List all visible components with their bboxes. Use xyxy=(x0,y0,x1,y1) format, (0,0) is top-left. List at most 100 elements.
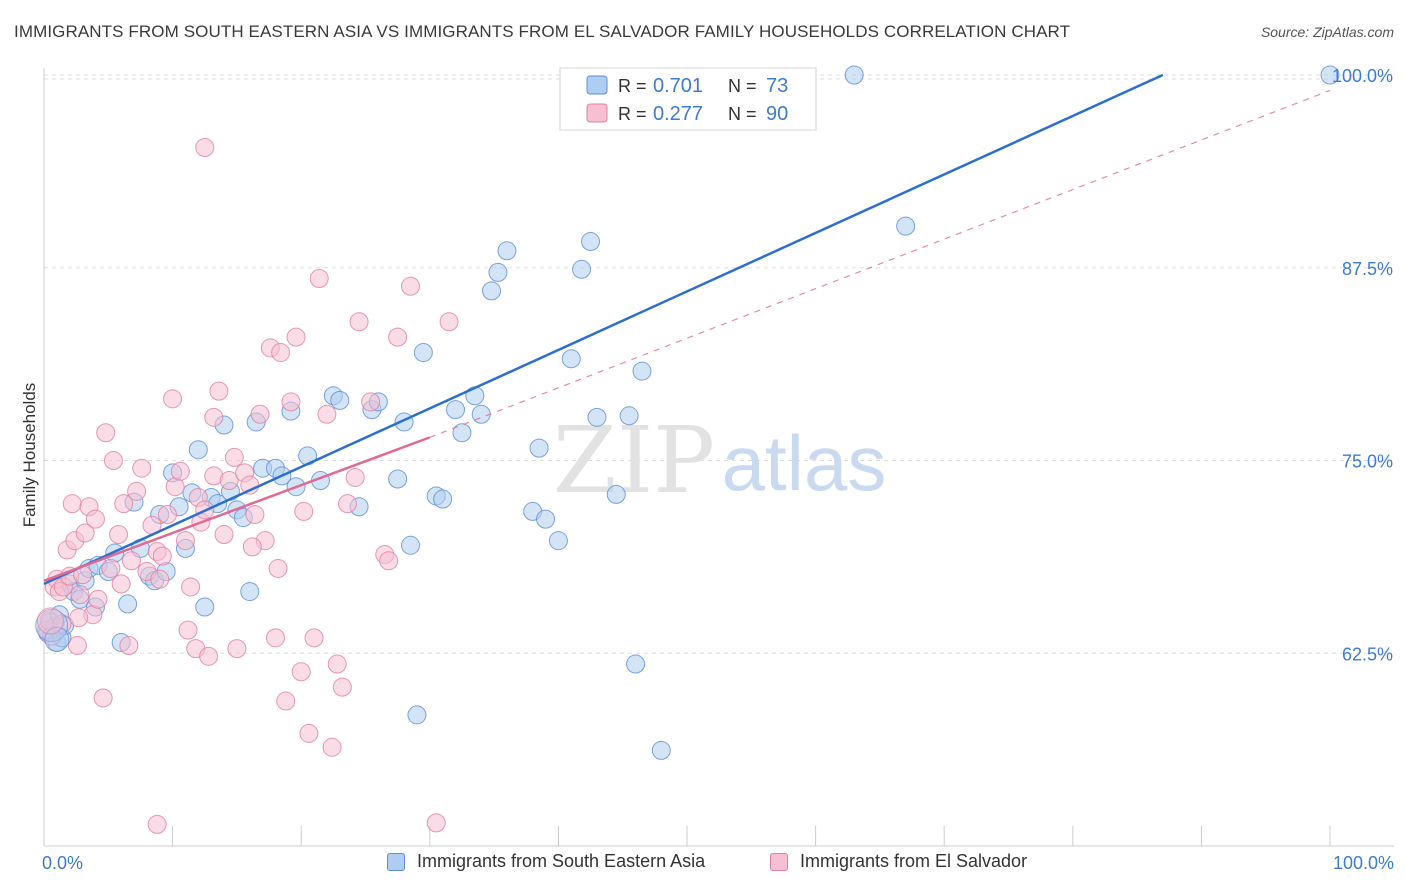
point-els-46 xyxy=(214,525,234,545)
point-els-48 xyxy=(224,447,244,467)
trend-line-south-eastern-asia xyxy=(43,73,1164,585)
legend-box: R = 0.701 N = 73 R = 0.277 N = 90 xyxy=(559,67,817,131)
point-els-35 xyxy=(170,461,190,481)
point-sea-70 xyxy=(581,232,601,252)
point-sea-46 xyxy=(330,390,350,410)
point-els-61 xyxy=(291,662,311,682)
data-points xyxy=(35,65,1340,834)
legend-r-label-2: R = xyxy=(618,104,647,124)
point-sea-17 xyxy=(118,594,138,614)
point-els-79 xyxy=(439,312,459,332)
point-sea-74 xyxy=(626,654,646,674)
point-els-24 xyxy=(119,636,139,656)
point-els-31 xyxy=(152,546,172,566)
point-els-18 xyxy=(93,688,113,708)
point-els-47 xyxy=(219,471,239,491)
point-els-11 xyxy=(67,636,87,656)
point-els-75 xyxy=(379,551,399,571)
y-tick-label-0: 62.5% xyxy=(1342,644,1393,664)
point-els-68 xyxy=(327,654,347,674)
point-sea-52 xyxy=(401,535,421,555)
point-els-64 xyxy=(304,628,324,648)
point-els-65 xyxy=(309,269,329,289)
point-els-69 xyxy=(332,677,352,697)
point-els-62 xyxy=(294,501,314,521)
point-els-9 xyxy=(62,494,82,514)
trend-line-el-salvador-extension xyxy=(429,89,1331,438)
point-sea-79 xyxy=(1320,65,1340,85)
point-sea-78 xyxy=(896,216,916,236)
legend-label-south-eastern-asia: Immigrants from South Eastern Asia xyxy=(417,851,706,871)
point-els-80 xyxy=(147,814,167,834)
legend-n-label-2: N = xyxy=(728,104,757,124)
point-sea-77 xyxy=(844,65,864,85)
legend-swatch-blue xyxy=(586,75,608,95)
point-els-23 xyxy=(114,494,134,514)
point-els-73 xyxy=(361,392,381,412)
point-cluster-2 xyxy=(36,607,64,635)
point-els-20 xyxy=(101,558,121,578)
point-sea-66 xyxy=(536,509,556,529)
point-els-78 xyxy=(426,813,446,833)
point-sea-72 xyxy=(606,484,626,504)
point-els-58 xyxy=(276,691,296,711)
point-sea-75 xyxy=(632,361,652,381)
point-sea-63 xyxy=(497,241,517,261)
point-els-27 xyxy=(132,458,152,478)
point-els-12 xyxy=(70,585,90,605)
point-sea-36 xyxy=(240,582,260,602)
point-els-45 xyxy=(204,407,224,427)
point-els-71 xyxy=(345,467,365,487)
point-els-89 xyxy=(268,558,288,578)
point-els-88 xyxy=(85,509,105,529)
legend-swatch-pink xyxy=(586,103,608,123)
point-sea-54 xyxy=(413,343,433,363)
point-els-14 xyxy=(75,523,95,543)
legend-swatch-el-salvador xyxy=(770,852,788,871)
legend-swatch-south-eastern-asia xyxy=(387,852,405,871)
point-els-44 xyxy=(209,381,229,401)
legend-n-value-2: 90 xyxy=(766,103,788,125)
point-els-77 xyxy=(401,276,421,296)
point-els-82 xyxy=(111,574,131,594)
watermark: ZIP atlas xyxy=(553,407,886,514)
point-els-42 xyxy=(199,646,219,666)
point-sea-29 xyxy=(195,597,215,617)
legend-item-el-salvador[interactable]: Immigrants from El Salvador xyxy=(770,851,1027,872)
point-els-63 xyxy=(299,723,319,743)
point-els-26 xyxy=(127,481,147,501)
point-els-86 xyxy=(178,620,198,640)
trend-line-el-salvador xyxy=(43,436,431,582)
point-els-17 xyxy=(88,589,108,609)
point-els-84 xyxy=(69,608,89,628)
point-sea-62 xyxy=(488,262,508,282)
point-sea-73 xyxy=(619,406,639,426)
point-els-60 xyxy=(286,327,306,347)
point-els-67 xyxy=(322,737,342,757)
point-els-53 xyxy=(250,404,270,424)
legend-n-value-1: 73 xyxy=(766,75,788,97)
point-sea-69 xyxy=(572,259,592,279)
y-tick-label-3: 100.0% xyxy=(1332,66,1393,86)
legend-item-south-eastern-asia[interactable]: Immigrants from South Eastern Asia xyxy=(387,851,705,872)
point-els-81 xyxy=(195,137,215,157)
point-cluster-0 xyxy=(35,608,69,642)
point-sea-68 xyxy=(561,349,581,369)
point-els-76 xyxy=(388,327,408,347)
point-els-59 xyxy=(281,392,301,412)
trend-lines xyxy=(43,73,1331,585)
legend-r-label-1: R = xyxy=(618,76,647,96)
point-els-19 xyxy=(96,423,116,443)
chart-title: IMMIGRANTS FROM SOUTH EASTERN ASIA VS IM… xyxy=(14,22,1071,41)
point-els-66 xyxy=(317,404,337,424)
point-els-33 xyxy=(163,389,183,409)
point-els-49 xyxy=(227,639,247,659)
x-tick-label-left: 0.0% xyxy=(42,853,83,873)
legend-n-label-1: N = xyxy=(728,76,757,96)
bottom-legend: Immigrants from South Eastern Asia Immig… xyxy=(0,851,1406,879)
y-tick-label-1: 75.0% xyxy=(1342,452,1393,472)
point-els-70 xyxy=(337,494,357,514)
point-els-57 xyxy=(271,343,291,363)
point-sea-53 xyxy=(407,705,427,725)
